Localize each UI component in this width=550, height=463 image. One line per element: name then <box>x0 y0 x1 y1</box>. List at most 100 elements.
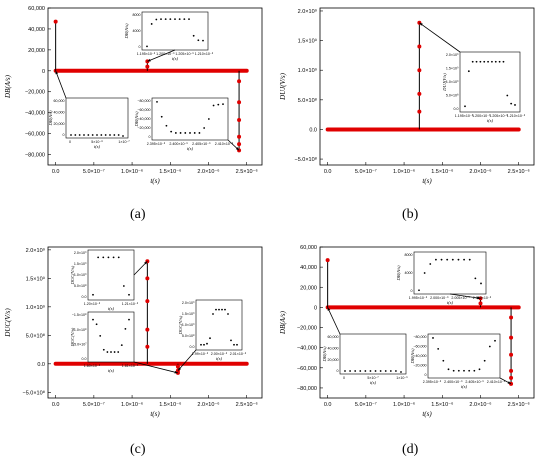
panel-b-spike-point <box>417 68 422 73</box>
panel-c-inset-2-point <box>110 351 112 353</box>
panel-a-inset-3-ytick-label: −80,000 <box>137 99 150 103</box>
panel-d-inset-2-ylabel: DB(A/s) <box>322 346 327 363</box>
panel-d-inset-1-arrowhead <box>477 296 481 300</box>
panel-c-inset-1-ytick-label: 2.0×10⁹ <box>74 251 87 255</box>
panel-label-c: (c) <box>130 442 146 457</box>
panel-b-inset-1-ytick-label: 5.0×10⁸ <box>446 94 459 98</box>
panel-d-inset-3-ytick-label: −80,000 <box>413 335 426 339</box>
panel-a-inset-3-point <box>198 132 201 134</box>
panel-c-inset-1-point <box>122 285 125 287</box>
panel-d-inset-1-xtick-label: 2.005×10⁻⁶ <box>451 296 470 300</box>
panel-d-inset-3-point <box>437 347 440 350</box>
panel-d-inset-2-point <box>344 370 346 372</box>
panel-c-inset-2-point <box>95 323 98 326</box>
panel-d-spike-point <box>509 375 514 380</box>
panel-b-inset-1-xtick-label: 1.200×10⁻⁶ <box>472 114 491 118</box>
panel-c-inset-3-xtick-label: 2.01×10⁻⁶ <box>230 352 247 356</box>
panel-c-spike-point <box>145 327 150 332</box>
panel-d-xtick-label: 0.0 <box>324 402 332 408</box>
panel-d-inset-2-point <box>349 370 351 372</box>
panel-a-spike-point <box>237 142 242 147</box>
panel-b-inset-1-point <box>487 60 489 63</box>
panel-c-inset-2-point <box>106 351 109 353</box>
panel-c-inset-2-pointer-arrow <box>133 361 179 374</box>
panel-b-spike-point <box>417 91 422 96</box>
panel-a-inset-3-ytick-label: −40,000 <box>137 117 150 121</box>
panel-c-inset-1-point <box>117 256 120 259</box>
panel-c-inset-3-point <box>236 343 238 346</box>
panel-d-inset-3-xtick-label: 2.395×10⁻⁶ <box>423 380 442 384</box>
panel-a-inset-1-arrowhead <box>147 58 151 62</box>
panel-a-inset-2-ylabel: DB(A/s) <box>48 110 53 127</box>
panel-d-inset-1-pointer-arrow <box>449 293 481 299</box>
panel-c-inset-2-point <box>92 318 94 321</box>
panel-c-spike-point <box>145 276 150 281</box>
panel-a-inset-2-ytick-label: 60,000 <box>54 99 65 103</box>
panel-a-inset-3-ytick-label: −20,000 <box>137 126 150 130</box>
panel-c-inset-2-ytick-label: −5.0×10⁷ <box>72 343 87 347</box>
panel-a-inset-1-point <box>188 18 190 21</box>
panel-c-inset-3-point <box>221 308 223 311</box>
panel-b-inset-1-point <box>479 60 482 63</box>
panel-a-inset-1-point <box>160 18 162 21</box>
panel-b-inset-1-xtick-label: 1.210×10⁻⁶ <box>507 114 526 118</box>
panel-a-inset-1-ytick-label: 4000 <box>133 29 141 33</box>
panel-c-inset-3-point <box>206 342 208 345</box>
panel-c-xtick-label: 2.5×10⁻⁶ <box>236 401 258 408</box>
panel-a-inset-2-frame <box>65 97 129 139</box>
panel-a-ytick-label: −40,000 <box>25 111 45 117</box>
panel-d-inset-3-point <box>432 337 434 339</box>
panel-c-inset-3-arrowhead <box>177 367 182 371</box>
panel-d-ytick-label: −80,000 <box>297 386 317 392</box>
panel-c-inset-1-point <box>97 256 100 259</box>
panel-a-inset-1-xtick-label: 1.205×10⁻⁶ <box>175 52 194 56</box>
panel-a-inset-1-point <box>178 18 181 21</box>
panel-c-inset-2-point <box>117 351 120 353</box>
panel-c-inset-3-pointer-arrow <box>177 349 197 371</box>
panel-a-inset-3-point <box>212 104 215 107</box>
panel-c-inset-3-ytick-label: 1.0×10⁹ <box>182 323 195 327</box>
panel-a-inset-2-point <box>91 134 94 136</box>
panel-a-ytick-label: 0 <box>42 69 45 75</box>
panel-a-inset-1-ytick-label: 8000 <box>133 13 141 17</box>
panel-b-xtick-label: 1.5×10⁻⁶ <box>431 168 453 175</box>
panel-a-inset-3-point <box>222 103 224 106</box>
panel-a-xtick-label: 0.0 <box>52 169 60 175</box>
panel-d-inset-1-point <box>440 258 443 261</box>
panel-c-inset-1-xlabel: t(s) <box>108 306 115 311</box>
panel-a-inset-3-point <box>217 103 220 106</box>
panel-a-inset-1-pointer-arrow <box>147 49 176 62</box>
panel-c-inset-2-ytick-label: −1.0×10⁸ <box>72 328 87 332</box>
panel-a-inset-2-point <box>83 134 85 136</box>
panel-c-inset-2-arrowhead <box>174 370 178 374</box>
panel-a-inset-3-ytick-label: 0 <box>149 135 151 139</box>
panel-c-xlabel: t(s) <box>150 410 160 418</box>
panel-a-xtick-label: 5.0×10⁻⁷ <box>83 168 105 175</box>
panel-d-inset-1-ytick-label: 4000 <box>405 271 413 275</box>
panel-a-inset-3-xlabel: t(s) <box>187 146 194 151</box>
panel-b-inset-1-point <box>502 60 505 63</box>
panel-c-inset-3-xtick-label: 1.99×10⁻⁶ <box>192 352 209 356</box>
panel-a-inset-2-point <box>113 134 116 136</box>
panel-d-inset-1-point <box>435 258 437 261</box>
panel-d-inset-2-point <box>359 370 362 372</box>
panel-a-inset-2-xtick-label: 0 <box>69 140 71 144</box>
panel-a-inset-3-point <box>207 118 210 120</box>
panel-b-inset-1-point <box>483 60 486 63</box>
panel-c-plot-frame <box>47 246 263 399</box>
panel-a-inset-2-point <box>74 134 77 136</box>
panel-a-inset-1-point <box>155 18 158 21</box>
panel-b-inset-1-point <box>498 60 501 63</box>
panel-d-inset-2-point <box>374 370 377 372</box>
panel-a-xtick-label: 2.5×10⁻⁶ <box>236 168 258 175</box>
panel-b-inset-1-point <box>467 70 470 73</box>
panel-c-inset-1-ytick-label: 5.0×10⁸ <box>74 284 87 288</box>
panel-d-xtick-label: 2.0×10⁻⁶ <box>469 401 491 408</box>
panel-d-inset-3-point <box>473 369 476 372</box>
panel-c-inset-3-frame <box>195 299 243 351</box>
panel-a-inset-2-point <box>100 134 103 136</box>
panel-a-plot-frame <box>47 7 263 166</box>
panel-c-inset-1-point <box>92 293 94 296</box>
panel-c-ytick-label: 0.0 <box>37 362 45 368</box>
